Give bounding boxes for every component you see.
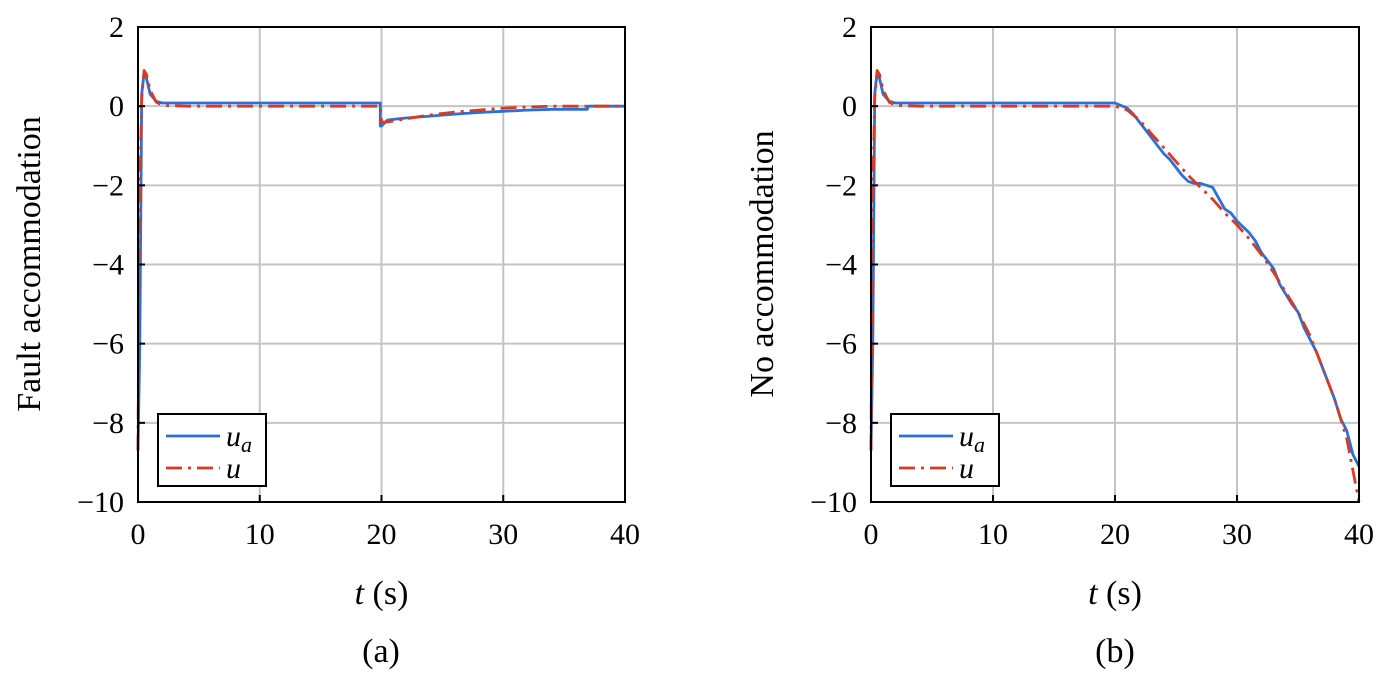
x-tick-label: 40 [610, 518, 640, 551]
x-tick-label: 10 [978, 518, 1008, 551]
y-tick-label: −4 [825, 249, 857, 282]
y-tick-label: 2 [842, 11, 857, 44]
x-axis-label-unit: (s) [364, 575, 408, 612]
y-tick-label: 2 [109, 11, 124, 44]
y-tick-label: −6 [825, 328, 857, 361]
y-tick-label: −8 [825, 407, 857, 440]
legend-label: ua [959, 420, 985, 457]
y-tick-label: −4 [92, 249, 124, 282]
legend-label-main: u [959, 452, 974, 485]
y-tick-label: −6 [92, 328, 124, 361]
legend: uau [157, 413, 267, 487]
y-axis-label: Fault accommodation [11, 116, 48, 412]
y-tick-label: 0 [842, 90, 857, 123]
series-line-u [869, 69, 1361, 503]
x-tick-label: 40 [1344, 518, 1374, 551]
series-line-u [136, 69, 625, 451]
legend-box [157, 413, 267, 487]
legend-label-main: u [959, 420, 974, 453]
x-axis-label-var: t [355, 575, 366, 612]
legend-box [890, 413, 1000, 487]
x-tick-label: 20 [1100, 518, 1130, 551]
x-axis-label: t (s) [1088, 575, 1142, 612]
y-tick-label: −8 [92, 407, 124, 440]
legend: uau [890, 413, 1000, 487]
panel-caption: (b) [1095, 633, 1135, 670]
legend-label: ua [226, 420, 252, 457]
y-axis-label: No accommodation [744, 130, 781, 397]
y-tick-label: −10 [77, 486, 124, 519]
y-tick-label: −2 [92, 169, 124, 202]
legend-label: u [226, 452, 241, 485]
y-tick-label: −2 [825, 169, 857, 202]
x-tick-label: 0 [864, 518, 879, 551]
y-tick-label: 0 [109, 90, 124, 123]
x-tick-label: 30 [488, 518, 518, 551]
x-tick-label: 20 [367, 518, 397, 551]
x-tick-label: 30 [1222, 518, 1252, 551]
legend-label-main: u [226, 420, 241, 453]
legend-label-main: u [226, 452, 241, 485]
x-tick-label: 0 [131, 518, 146, 551]
x-tick-label: 10 [245, 518, 275, 551]
legend-label-sub: a [241, 432, 252, 457]
legend-label: u [959, 452, 974, 485]
x-axis-label-var: t [1088, 575, 1099, 612]
legend-label-sub: a [974, 432, 985, 457]
y-tick-label: −10 [810, 486, 857, 519]
panel-caption: (a) [362, 633, 400, 670]
x-axis-label-unit: (s) [1098, 575, 1142, 612]
x-axis-label: t (s) [355, 575, 409, 612]
